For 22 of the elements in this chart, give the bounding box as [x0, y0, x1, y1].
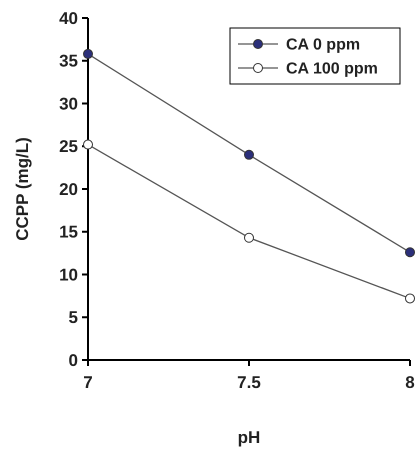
y-tick-label: 35 [59, 52, 78, 71]
y-tick-label: 5 [68, 308, 78, 328]
x-tick-label: 7 [83, 373, 93, 392]
y-tick-label: 30 [59, 94, 78, 114]
point [83, 48, 93, 59]
point [405, 293, 415, 304]
y-tick-label: 40 [59, 8, 78, 28]
point [244, 150, 254, 160]
x-axis-title: pH [238, 428, 260, 447]
legend-label: CA 100 ppm [286, 60, 378, 78]
y-tick-label: 10 [59, 265, 78, 284]
y-tick-label: 15 [59, 222, 78, 242]
point [244, 232, 254, 243]
x-tick-label: 8 [405, 373, 415, 392]
y-tick-label: 25 [59, 137, 78, 156]
y-axis-title: CCPP (mg/L) [13, 137, 32, 241]
x-tick-label: 7.5 [237, 373, 261, 392]
y-tick-label: 20 [59, 180, 78, 199]
point [405, 247, 415, 258]
legend-label: CA 0 ppm [286, 36, 360, 54]
y-tick-label: 0 [68, 350, 78, 370]
point [83, 140, 93, 150]
